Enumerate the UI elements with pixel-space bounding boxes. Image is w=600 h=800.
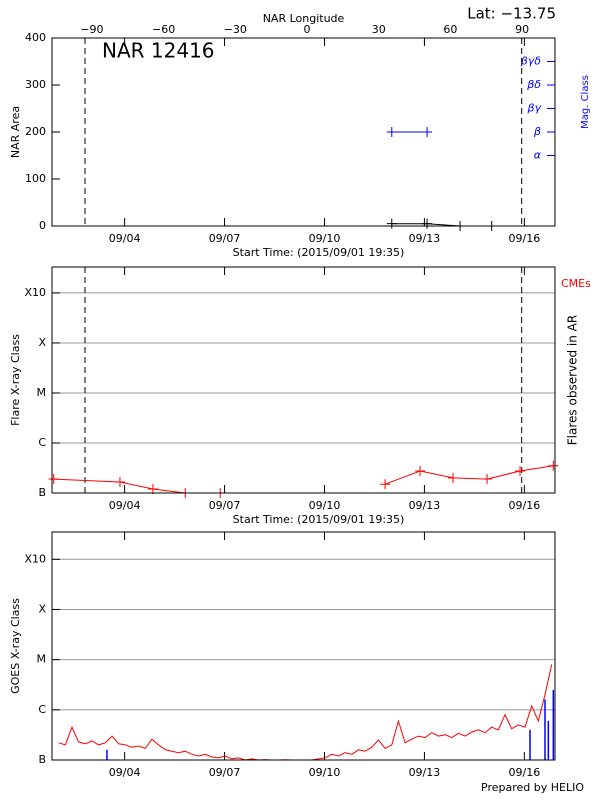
y2-tick-label: βγδ <box>520 55 542 68</box>
x-tick-label: 09/04 <box>109 232 141 245</box>
x-tick-label: 09/10 <box>309 499 341 512</box>
x-tick-label: 09/13 <box>409 232 441 245</box>
y-axis-label: Flare X-ray Class <box>9 334 22 426</box>
plot-frame <box>51 37 556 227</box>
point-marker <box>147 484 158 495</box>
x-axis-label: Start Time: (2015/09/01 19:35) <box>233 513 405 526</box>
x-tick-label: 09/04 <box>109 499 141 512</box>
x-tick-label: 09/13 <box>409 766 441 779</box>
y2-tick-label: β <box>533 125 541 138</box>
cme-label: CMEs <box>561 277 591 290</box>
panel-title: NAR 12416 <box>102 39 215 63</box>
y2-axis-label: Mag. Class <box>580 75 591 129</box>
point-marker <box>48 474 59 485</box>
series-line <box>53 465 554 494</box>
y-tick-label: X10 <box>24 286 46 299</box>
y-tick-label: B <box>38 486 46 499</box>
y-tick-label: 300 <box>25 78 46 91</box>
point-marker <box>515 466 526 477</box>
y2-tick-label: βγ <box>526 102 541 115</box>
x2-tick-label: 90 <box>515 23 529 36</box>
y-tick-label: X10 <box>24 552 46 565</box>
y-tick-label: 400 <box>25 31 46 44</box>
x-tick-label: 09/10 <box>309 766 341 779</box>
x-tick-label: 09/13 <box>409 499 441 512</box>
y-tick-label: M <box>37 386 47 399</box>
point-marker <box>422 218 433 229</box>
y-tick-label: M <box>37 653 47 666</box>
x2-tick-label: 0 <box>304 23 311 36</box>
x-tick-label: 09/07 <box>209 499 241 512</box>
y-tick-label: 200 <box>25 125 46 138</box>
x-tick-label: 09/04 <box>109 766 141 779</box>
x2-tick-label: −30 <box>224 23 247 36</box>
y-tick-label: B <box>38 753 46 766</box>
y-tick-label: 0 <box>39 219 46 232</box>
y-tick-label: C <box>38 703 46 716</box>
series-line <box>58 664 553 761</box>
point-marker <box>386 127 397 137</box>
y2-tick-label: βδ <box>526 78 541 91</box>
x2-tick-label: −90 <box>80 23 103 36</box>
x-tick-label: 09/07 <box>209 232 241 245</box>
y-axis-label: GOES X-ray Class <box>9 598 22 694</box>
y2-axis-label: Flares observed in AR <box>566 315 580 445</box>
x2-axis-label: NAR Longitude <box>263 12 345 25</box>
x-tick-label: 09/10 <box>309 232 341 245</box>
latitude: Lat: −13.75 <box>467 5 556 23</box>
point-marker <box>448 472 459 483</box>
x2-tick-label: 30 <box>372 23 386 36</box>
y2-tick-label: α <box>534 149 542 162</box>
x-axis-label: Start Time: (2015/09/01 19:35) <box>233 246 405 259</box>
x2-tick-label: 60 <box>443 23 457 36</box>
point-marker <box>114 476 125 487</box>
plot-frame <box>51 531 556 761</box>
point-marker <box>380 479 391 490</box>
point-marker <box>548 460 559 471</box>
point-marker <box>386 218 397 229</box>
plot-frame <box>51 266 556 494</box>
x-tick-label: 09/07 <box>209 766 241 779</box>
y-tick-label: C <box>38 436 46 449</box>
x-tick-label: 09/16 <box>509 766 541 779</box>
point-marker <box>422 127 433 137</box>
point-marker <box>482 474 493 485</box>
x-tick-label: 09/16 <box>509 499 541 512</box>
point-marker <box>415 466 426 477</box>
y-axis-label: NAR Area <box>9 106 22 158</box>
credit: Prepared by HELIO <box>481 781 584 794</box>
y-tick-label: X <box>38 602 46 615</box>
y-tick-label: 100 <box>25 172 46 185</box>
x-tick-label: 09/16 <box>509 232 541 245</box>
y-tick-label: X <box>38 336 46 349</box>
x2-tick-label: −60 <box>152 23 175 36</box>
